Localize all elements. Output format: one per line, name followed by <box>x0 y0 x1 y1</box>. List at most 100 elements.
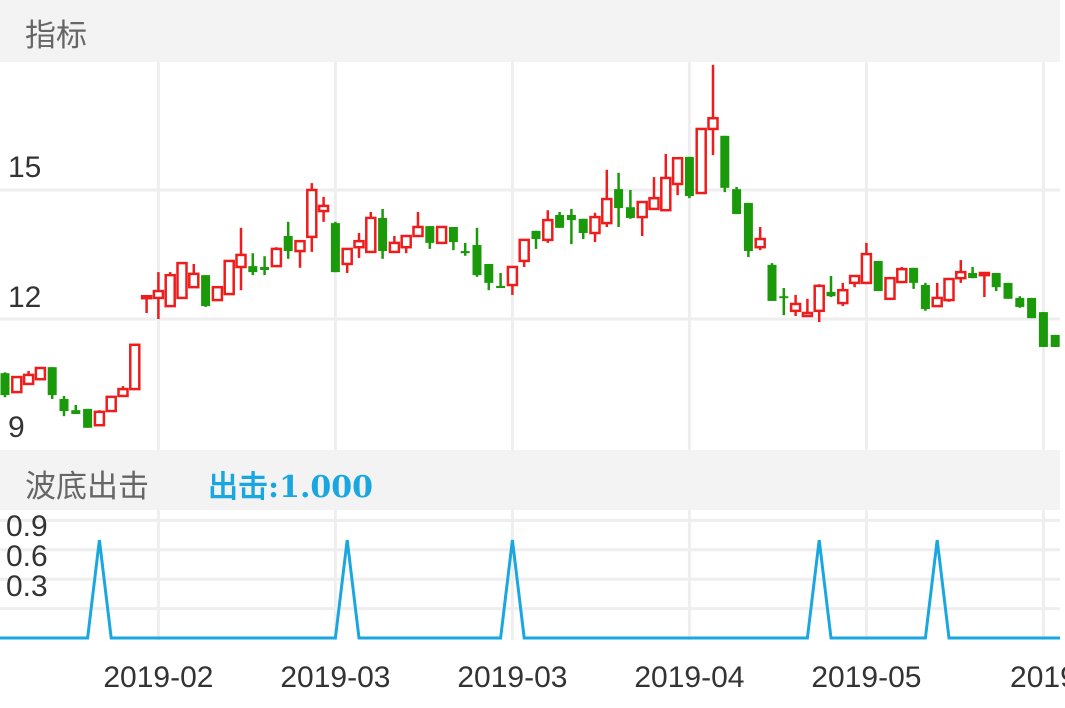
candle <box>943 277 955 302</box>
candle <box>779 288 789 316</box>
candle <box>400 234 412 254</box>
candle <box>625 190 635 219</box>
candle-body-down <box>1050 334 1060 347</box>
candle <box>589 212 601 243</box>
candle-body-up <box>306 188 318 239</box>
candle <box>294 239 306 268</box>
candle <box>425 226 435 249</box>
x-tick-label: 2019-05 <box>811 661 921 694</box>
candle-body-down <box>460 251 470 254</box>
candle <box>270 247 283 268</box>
candle-body-up <box>589 215 601 235</box>
candle <box>71 405 81 415</box>
candle-body-up <box>801 311 814 318</box>
candle-body-up <box>648 196 660 211</box>
candle-body-up <box>837 288 849 305</box>
candle <box>671 156 684 196</box>
header-title: 指标 <box>25 18 87 54</box>
candle-body-down <box>472 245 482 276</box>
candle <box>909 267 919 289</box>
candle <box>412 211 424 238</box>
candle-body-down <box>496 285 506 289</box>
candle <box>732 186 742 215</box>
candle <box>636 200 648 237</box>
candle <box>826 276 836 298</box>
candle-body-down <box>378 217 388 252</box>
candle-body-down <box>767 264 777 301</box>
candle <box>105 395 117 413</box>
candle-body-down <box>484 263 494 283</box>
indicator-tick-label: 0.6 <box>6 540 48 573</box>
candle-body-down <box>531 230 541 240</box>
candle-body-up <box>164 273 176 308</box>
candle-body-up <box>223 259 235 296</box>
candle <box>518 238 530 267</box>
candle <box>578 218 588 240</box>
candle <box>531 230 541 249</box>
candle <box>614 172 624 227</box>
candle-body-up <box>695 127 707 195</box>
candle-body-down <box>991 272 1001 288</box>
candle-body-down <box>59 398 69 412</box>
candle-body-down <box>566 214 576 221</box>
candle-body-down <box>71 410 81 415</box>
candle <box>235 227 247 291</box>
price-tick-label: 12 <box>8 281 41 314</box>
candle-body-up <box>294 239 306 253</box>
candle <box>260 256 270 276</box>
candle-body-up <box>34 366 47 381</box>
candle <box>1015 296 1025 308</box>
candle <box>920 282 930 311</box>
candle-body-down <box>614 189 624 209</box>
candle-body-down <box>248 266 258 273</box>
candle-body-down <box>425 226 435 243</box>
candle <box>860 242 873 285</box>
candle-body-down <box>684 156 694 197</box>
candle-body-up <box>270 247 283 268</box>
candle <box>306 183 318 252</box>
candle <box>1003 282 1013 299</box>
candle-body-up <box>754 237 766 249</box>
candlesticks <box>0 64 1060 428</box>
candle-body-down <box>625 207 635 218</box>
candle <box>496 272 506 289</box>
candle-body-up <box>152 289 165 300</box>
candle-body-up <box>105 395 117 413</box>
indicator-line <box>0 539 1060 640</box>
candle-body-up <box>93 410 106 427</box>
candle-body-up <box>955 270 967 280</box>
candle-body-down <box>779 296 789 299</box>
candle <box>789 294 802 316</box>
candle <box>176 261 188 300</box>
candle-body-up <box>400 234 412 249</box>
candle-body-down <box>47 367 57 396</box>
candle-body-up <box>365 216 377 254</box>
candle-body-down <box>873 260 883 292</box>
candle <box>0 372 10 398</box>
indicator-header-bar: 指标 <box>0 0 1060 62</box>
candle <box>201 275 211 307</box>
x-axis-labels: 2019-02 2019-03 2019-03 2019-04 2019-05 2019 <box>103 661 1065 694</box>
candle <box>188 263 200 289</box>
candle <box>378 208 388 259</box>
candle-body-down <box>260 266 270 270</box>
candle-body-up <box>671 156 684 186</box>
candle-body-up <box>11 375 23 394</box>
candle <box>93 410 106 427</box>
candle-body-down <box>283 236 293 252</box>
candle <box>317 196 330 222</box>
candle-body-up <box>813 284 825 313</box>
indicator-series-line <box>0 539 1060 640</box>
candle-body-up <box>140 294 153 300</box>
candle <box>873 260 883 292</box>
candle-body-down <box>578 218 588 233</box>
candle <box>648 177 660 211</box>
candle <box>59 395 69 417</box>
grid-lines <box>0 62 1060 640</box>
candle <box>955 260 967 283</box>
candle <box>743 202 753 258</box>
candle-body-up <box>435 225 448 245</box>
candle <box>435 225 448 245</box>
x-tick-label: 2019-04 <box>634 661 744 694</box>
